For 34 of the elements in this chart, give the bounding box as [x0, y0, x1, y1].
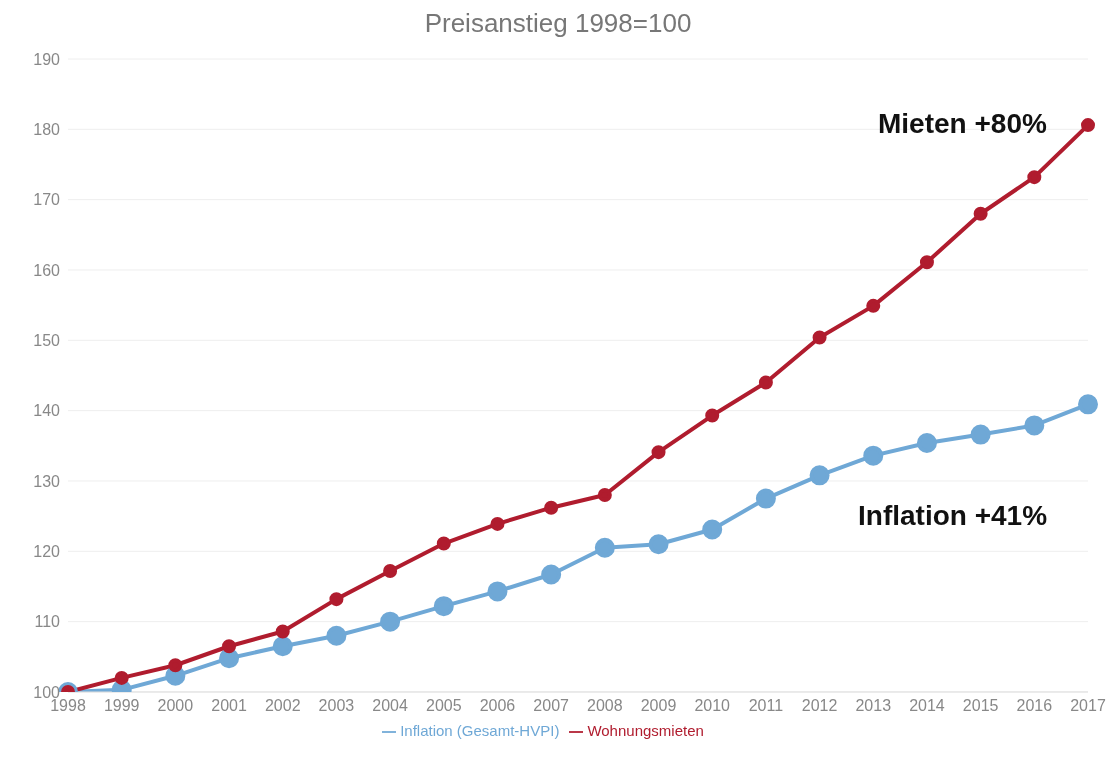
x-tick-label: 2007: [533, 697, 570, 715]
x-tick-label: 2000: [157, 697, 194, 715]
y-tick-label: 110: [34, 613, 61, 631]
y-tick-label: 140: [33, 402, 61, 420]
x-tick-label: 2013: [855, 697, 892, 715]
x-tick-label: 2015: [962, 697, 999, 715]
x-tick-label: 2005: [425, 697, 462, 715]
y-tick-label: 130: [33, 472, 61, 490]
x-tick-label: 2001: [211, 697, 247, 715]
x-tick-label: 1998: [50, 697, 86, 715]
x-tick-label: 2011: [748, 697, 784, 715]
legend-label: Wohnungsmieten: [587, 721, 704, 739]
x-tick-label: 2014: [909, 697, 945, 715]
legend-label: Inflation (Gesamt-HVPI): [400, 721, 560, 739]
annotation: Inflation +41%: [858, 500, 1048, 532]
x-tick-label: 2009: [640, 697, 677, 715]
y-tick-label: 190: [33, 50, 61, 68]
x-tick-label: 2012: [801, 697, 838, 715]
x-tick-label: 2010: [694, 697, 731, 715]
x-tick-label: 2004: [372, 697, 408, 715]
x-tick-label: 2003: [318, 697, 355, 715]
x-tick-label: 2016: [1016, 697, 1053, 715]
x-tick-label: 1999: [103, 697, 140, 715]
y-tick-label: 150: [33, 332, 61, 349]
y-tick-label: 170: [33, 191, 61, 209]
annotation: Mieten +80%: [878, 108, 1047, 140]
y-tick-label: 120: [33, 542, 61, 560]
x-tick-label: 2017: [1070, 697, 1106, 715]
y-tick-label: 180: [33, 121, 61, 139]
x-tick-label: 2006: [479, 697, 516, 715]
x-tick-label: 2002: [264, 697, 301, 715]
x-tick-label: 2008: [587, 697, 623, 715]
y-tick-label: 160: [33, 261, 61, 279]
chart-title: Preisanstieg 1998=100: [423, 8, 693, 39]
